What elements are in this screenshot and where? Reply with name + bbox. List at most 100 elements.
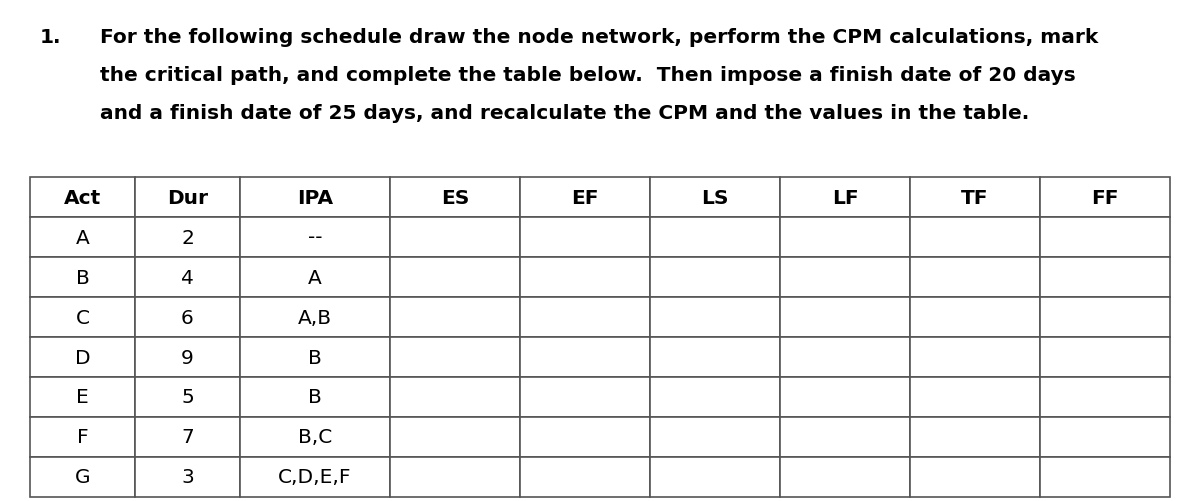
Text: LS: LS bbox=[701, 188, 728, 207]
Bar bbox=[780, 417, 910, 457]
Bar bbox=[780, 337, 910, 377]
Bar bbox=[780, 178, 910, 217]
Text: 7: 7 bbox=[181, 428, 194, 446]
Bar bbox=[650, 258, 780, 298]
Text: D: D bbox=[74, 348, 90, 367]
Bar bbox=[780, 258, 910, 298]
Bar bbox=[390, 258, 520, 298]
Text: IPA: IPA bbox=[296, 188, 334, 207]
Bar bbox=[910, 298, 1040, 337]
Text: For the following schedule draw the node network, perform the CPM calculations, : For the following schedule draw the node… bbox=[100, 28, 1098, 47]
Text: ES: ES bbox=[440, 188, 469, 207]
Bar bbox=[650, 337, 780, 377]
Bar bbox=[780, 457, 910, 497]
Bar bbox=[910, 377, 1040, 417]
Bar bbox=[134, 298, 240, 337]
Bar bbox=[390, 377, 520, 417]
Bar bbox=[30, 258, 134, 298]
Bar bbox=[650, 377, 780, 417]
Text: C: C bbox=[76, 308, 90, 327]
Text: 4: 4 bbox=[181, 268, 194, 287]
Bar bbox=[520, 217, 650, 258]
Text: 5: 5 bbox=[181, 388, 194, 407]
Bar bbox=[30, 178, 134, 217]
Bar bbox=[134, 457, 240, 497]
Bar bbox=[390, 457, 520, 497]
Bar bbox=[134, 377, 240, 417]
Text: Dur: Dur bbox=[167, 188, 208, 207]
Text: 6: 6 bbox=[181, 308, 194, 327]
Text: E: E bbox=[76, 388, 89, 407]
Bar bbox=[30, 457, 134, 497]
Bar bbox=[134, 417, 240, 457]
Bar bbox=[240, 217, 390, 258]
Text: 2: 2 bbox=[181, 228, 194, 247]
Bar bbox=[134, 258, 240, 298]
Bar bbox=[910, 417, 1040, 457]
Bar bbox=[780, 377, 910, 417]
Text: EF: EF bbox=[571, 188, 599, 207]
Bar bbox=[910, 178, 1040, 217]
Text: 9: 9 bbox=[181, 348, 194, 367]
Text: C,D,E,F: C,D,E,F bbox=[278, 467, 352, 486]
Bar bbox=[1040, 377, 1170, 417]
Text: B: B bbox=[308, 388, 322, 407]
Bar bbox=[520, 337, 650, 377]
Text: FF: FF bbox=[1091, 188, 1118, 207]
Bar bbox=[30, 377, 134, 417]
Text: 1.: 1. bbox=[40, 28, 61, 47]
Text: --: -- bbox=[307, 228, 323, 247]
Bar bbox=[1040, 417, 1170, 457]
Bar bbox=[520, 417, 650, 457]
Bar bbox=[520, 178, 650, 217]
Text: A: A bbox=[308, 268, 322, 287]
Text: A,B: A,B bbox=[298, 308, 332, 327]
Bar bbox=[650, 217, 780, 258]
Bar bbox=[1040, 457, 1170, 497]
Bar bbox=[240, 337, 390, 377]
Bar bbox=[650, 457, 780, 497]
Bar bbox=[30, 217, 134, 258]
Bar bbox=[910, 337, 1040, 377]
Text: the critical path, and complete the table below.  Then impose a finish date of 2: the critical path, and complete the tabl… bbox=[100, 66, 1075, 85]
Text: A: A bbox=[76, 228, 89, 247]
Bar bbox=[30, 337, 134, 377]
Bar bbox=[390, 298, 520, 337]
Text: G: G bbox=[74, 467, 90, 486]
Bar bbox=[240, 377, 390, 417]
Bar bbox=[134, 178, 240, 217]
Bar bbox=[520, 298, 650, 337]
Bar bbox=[520, 457, 650, 497]
Text: LF: LF bbox=[832, 188, 858, 207]
Bar bbox=[1040, 217, 1170, 258]
Bar bbox=[240, 298, 390, 337]
Text: B: B bbox=[308, 348, 322, 367]
Text: F: F bbox=[77, 428, 89, 446]
Bar bbox=[650, 417, 780, 457]
Bar bbox=[240, 457, 390, 497]
Bar bbox=[240, 258, 390, 298]
Bar bbox=[240, 178, 390, 217]
Bar bbox=[30, 417, 134, 457]
Bar bbox=[780, 298, 910, 337]
Bar bbox=[390, 417, 520, 457]
Text: and a finish date of 25 days, and recalculate the CPM and the values in the tabl: and a finish date of 25 days, and recalc… bbox=[100, 104, 1030, 123]
Bar bbox=[134, 217, 240, 258]
Text: 3: 3 bbox=[181, 467, 194, 486]
Text: B: B bbox=[76, 268, 89, 287]
Bar bbox=[910, 258, 1040, 298]
Bar bbox=[1040, 258, 1170, 298]
Bar bbox=[30, 298, 134, 337]
Bar bbox=[390, 217, 520, 258]
Bar bbox=[650, 298, 780, 337]
Bar bbox=[520, 258, 650, 298]
Bar bbox=[390, 337, 520, 377]
Bar bbox=[910, 217, 1040, 258]
Text: TF: TF bbox=[961, 188, 989, 207]
Text: Act: Act bbox=[64, 188, 101, 207]
Text: B,C: B,C bbox=[298, 428, 332, 446]
Bar bbox=[134, 337, 240, 377]
Bar bbox=[1040, 298, 1170, 337]
Bar bbox=[780, 217, 910, 258]
Bar bbox=[1040, 337, 1170, 377]
